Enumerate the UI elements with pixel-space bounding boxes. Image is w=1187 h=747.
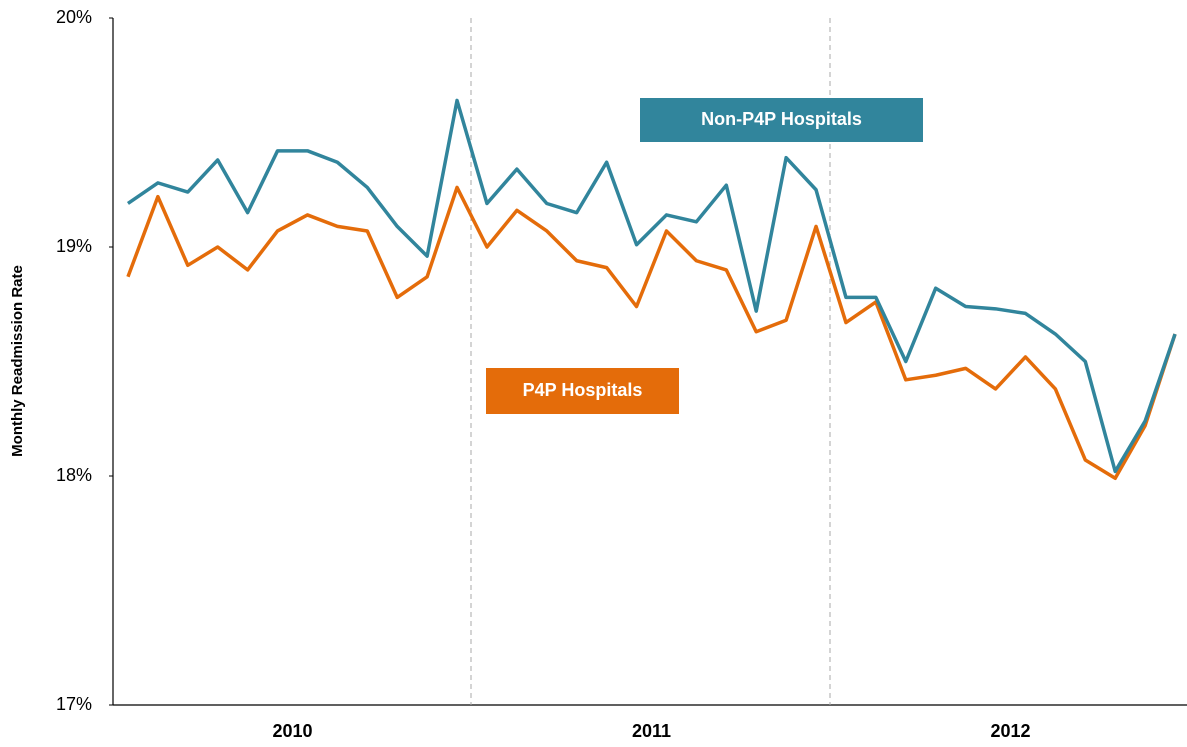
legend-label: P4P Hospitals [523,380,643,400]
y-tick-label: 18% [56,465,92,485]
y-tick-label: 20% [56,7,92,27]
legend-box [486,368,679,414]
x-group-label: 2010 [272,721,312,741]
legend-label: Non-P4P Hospitals [701,109,862,129]
legend-box [640,98,923,142]
x-group-label: 2011 [632,721,671,741]
y-tick-label: 19% [56,236,92,256]
y-axis-label: Monthly Readmission Rate [9,265,26,457]
y-tick-label: 17% [56,694,92,714]
series-line [126,98,1177,474]
x-group-label: 2012 [990,721,1030,741]
series-line [126,185,1177,481]
